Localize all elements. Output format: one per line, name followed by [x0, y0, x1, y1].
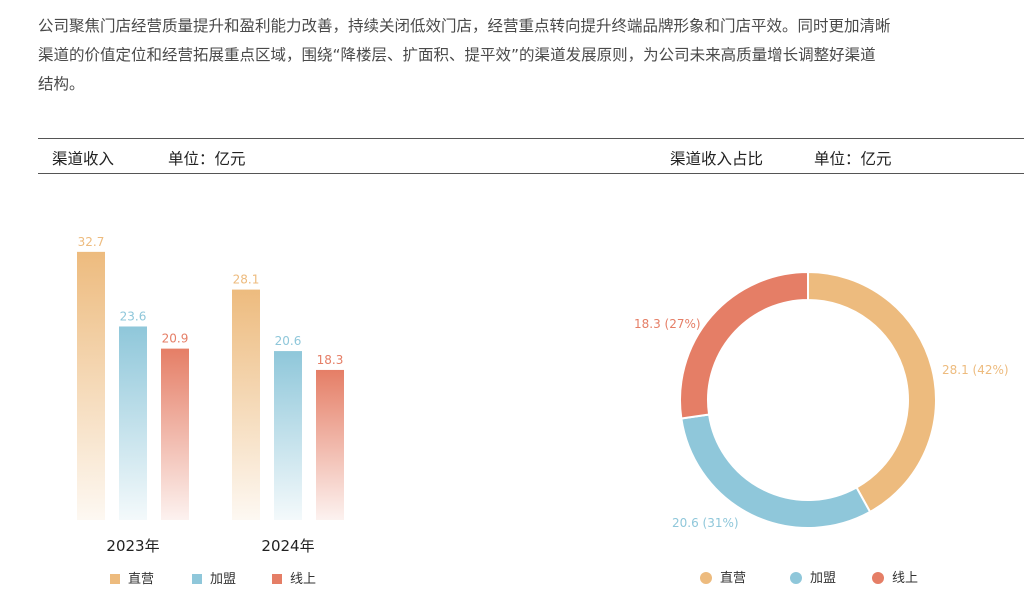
paragraph-line-3: 结构。 [38, 75, 85, 93]
bar-online-0 [161, 348, 189, 520]
bar-value-label: 28.1 [233, 273, 260, 287]
bar-category-label: 2024年 [261, 537, 314, 555]
bar-category-label: 2023年 [106, 537, 159, 555]
donut-chart-unit: 单位：亿元 [814, 150, 892, 168]
legend-label-online: 线上 [290, 572, 317, 587]
bar-value-label: 18.3 [317, 353, 344, 367]
chart-header-bar: 渠道收入 单位：亿元 渠道收入占比 单位：亿元 [38, 138, 1024, 174]
donut-slice-online [679, 270, 809, 420]
donut-legend-label-direct: 直营 [720, 571, 747, 586]
bar-legend: 直营 加盟 线上 [110, 568, 350, 587]
bar-value-label: 20.9 [162, 332, 189, 346]
donut-slice-label: 20.6 (31%) [672, 516, 739, 530]
donut-legend-dot-franchise [790, 572, 802, 584]
bar-online-1 [316, 369, 344, 520]
legend-swatch-franchise [192, 574, 202, 584]
donut-slice-direct [807, 270, 937, 514]
bar-value-label: 32.7 [78, 235, 105, 249]
bar-chart-unit: 单位：亿元 [168, 150, 246, 168]
donut-legend: 直营 加盟 线上 [700, 567, 940, 586]
legend-item-franchise: 加盟 [192, 568, 236, 587]
bar-direct-0 [77, 251, 105, 521]
donut-legend-label-franchise: 加盟 [810, 571, 837, 586]
legend-item-direct: 直营 [110, 568, 154, 587]
bar-value-label: 20.6 [275, 334, 302, 348]
donut-legend-item-direct: 直营 [700, 567, 746, 586]
legend-swatch-direct [110, 574, 120, 584]
donut-legend-item-franchise: 加盟 [790, 567, 836, 586]
bar-direct-1 [232, 289, 260, 520]
intro-paragraph: 公司聚焦门店经营质量提升和盈利能力改善，持续关闭低效门店，经营重点转向提升终端品… [38, 12, 1024, 99]
donut-legend-dot-direct [700, 572, 712, 584]
donut-legend-label-online: 线上 [892, 571, 919, 586]
paragraph-line-2: 渠道的价值定位和经营拓展重点区域，围绕“降楼层、扩面积、提平效”的渠道发展原则，… [38, 46, 876, 64]
bar-franchise-0 [119, 326, 147, 520]
legend-label-direct: 直营 [128, 572, 155, 587]
legend-swatch-online [272, 574, 282, 584]
donut-legend-dot-online [872, 572, 884, 584]
bar-franchise-1 [274, 351, 302, 520]
legend-item-online: 线上 [272, 568, 316, 587]
donut-slice-label: 28.1 (42%) [942, 363, 1009, 377]
donut-legend-item-online: 线上 [872, 567, 918, 586]
bar-value-label: 23.6 [120, 309, 147, 323]
donut-slice-label: 18.3 (27%) [634, 317, 701, 331]
legend-label-franchise: 加盟 [210, 572, 237, 587]
donut-chart-title: 渠道收入占比 [670, 150, 764, 168]
donut-slice-franchise [680, 413, 872, 529]
bar-chart-title: 渠道收入 [52, 150, 115, 168]
paragraph-line-1: 公司聚焦门店经营质量提升和盈利能力改善，持续关闭低效门店，经营重点转向提升终端品… [38, 17, 891, 35]
